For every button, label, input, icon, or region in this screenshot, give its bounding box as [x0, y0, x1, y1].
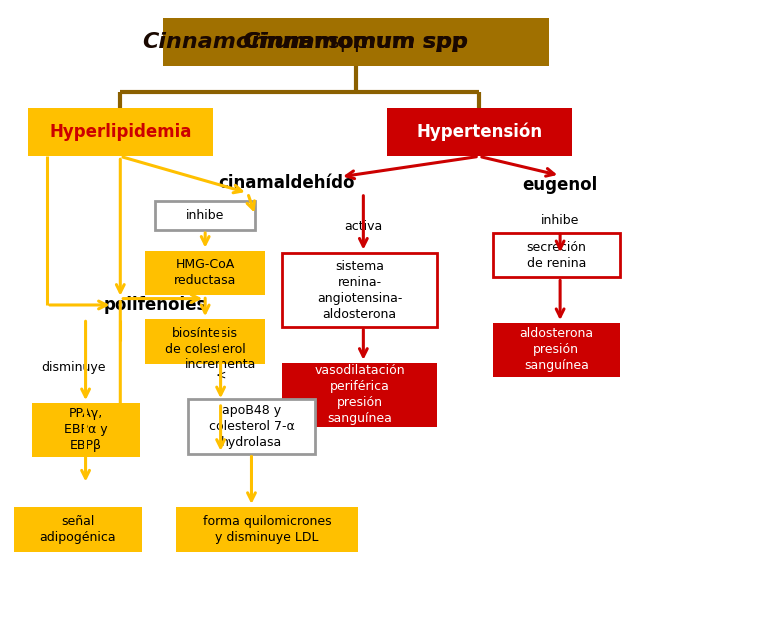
FancyBboxPatch shape — [32, 403, 140, 457]
Text: cinamaldehído: cinamaldehído — [218, 174, 355, 192]
FancyBboxPatch shape — [188, 399, 315, 454]
Text: polifenoles: polifenoles — [104, 296, 206, 314]
Text: apoB48 y
colesterol 7-α
hydrolasa: apoB48 y colesterol 7-α hydrolasa — [209, 404, 295, 449]
FancyBboxPatch shape — [155, 201, 255, 230]
Text: <: < — [216, 369, 226, 382]
Text: Cinnamomum spp: Cinnamomum spp — [243, 32, 468, 53]
Text: inhibe: inhibe — [186, 209, 224, 221]
Text: secreción
de renina: secreción de renina — [526, 241, 586, 270]
Text: Cinnamomum spp: Cinnamomum spp — [243, 32, 468, 53]
Text: forma quilomicrones
y disminuye LDL: forma quilomicrones y disminuye LDL — [203, 515, 331, 544]
Text: Hyperlipidemia: Hyperlipidemia — [49, 123, 192, 141]
Text: biosíntesis
de colesterol: biosíntesis de colesterol — [165, 327, 246, 356]
Text: incrementa: incrementa — [185, 358, 257, 371]
Text: spp: spp — [321, 32, 368, 53]
Text: sistema
renina-
angiotensina-
aldosterona: sistema renina- angiotensina- aldosteron… — [317, 260, 402, 321]
Text: HMG-CoA
reductasa: HMG-CoA reductasa — [174, 259, 237, 288]
Text: activa: activa — [344, 220, 383, 232]
FancyBboxPatch shape — [492, 322, 620, 377]
FancyBboxPatch shape — [282, 254, 437, 327]
Text: aldosterona
presión
sanguínea: aldosterona presión sanguínea — [519, 327, 594, 372]
Text: Hypertensión: Hypertensión — [416, 123, 542, 141]
Text: Cinnamomum: Cinnamomum — [142, 32, 313, 53]
FancyBboxPatch shape — [282, 363, 437, 427]
FancyBboxPatch shape — [176, 507, 358, 551]
FancyBboxPatch shape — [28, 108, 213, 156]
FancyBboxPatch shape — [14, 507, 141, 551]
FancyBboxPatch shape — [145, 250, 265, 295]
FancyBboxPatch shape — [492, 232, 620, 277]
Text: inhibe: inhibe — [541, 214, 579, 227]
FancyBboxPatch shape — [145, 319, 265, 364]
FancyBboxPatch shape — [386, 108, 572, 156]
Text: PPAγ,
EBPα y
EBPβ: PPAγ, EBPα y EBPβ — [63, 408, 107, 453]
Text: disminuye: disminuye — [42, 361, 106, 374]
Text: eugenol: eugenol — [523, 176, 598, 194]
FancyBboxPatch shape — [163, 19, 549, 66]
Text: señal
adipogénica: señal adipogénica — [39, 515, 116, 544]
Text: vasodilatación
periférica
presión
sanguínea: vasodilatación periférica presión sanguí… — [314, 364, 405, 425]
